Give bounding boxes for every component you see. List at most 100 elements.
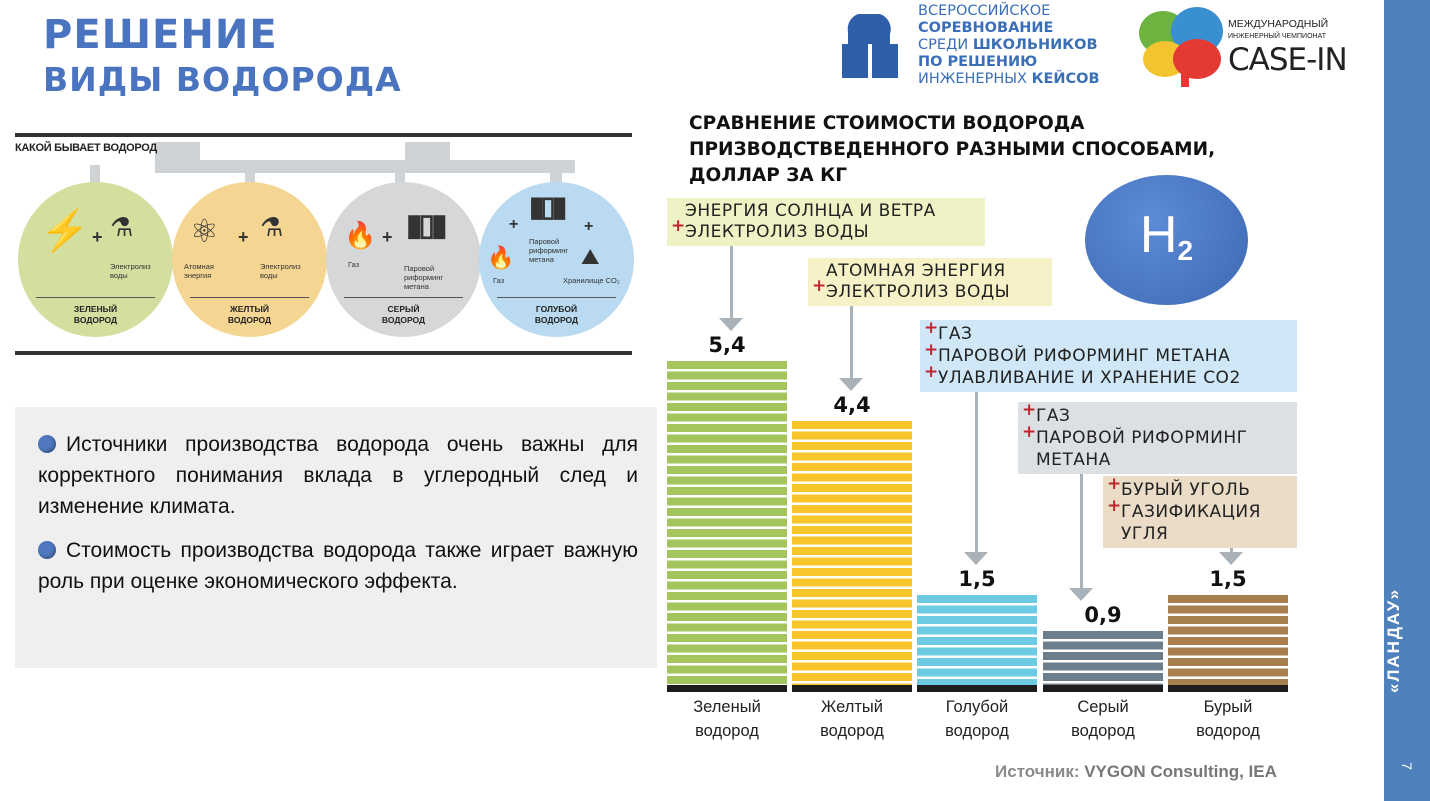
value-label: 0,9 xyxy=(1084,603,1122,627)
atom-icon: ⚛ xyxy=(190,213,219,249)
category-line: водород xyxy=(945,722,1009,740)
annotation-box: БУРЫЙ УГОЛЬГАЗИФИКАЦИЯУГЛЯ xyxy=(1103,473,1297,548)
category-line: водород xyxy=(1196,722,1260,740)
annotation-line: ГАЗИФИКАЦИЯ xyxy=(1107,495,1289,523)
type-name: СЕРЫЙ ВОДОРОД xyxy=(381,304,426,325)
category-line: водород xyxy=(820,722,884,740)
pipe-branch xyxy=(550,165,562,185)
pipe-branch xyxy=(395,165,405,185)
bar-2 xyxy=(917,595,1037,685)
bullet-icon xyxy=(38,541,56,559)
pipe xyxy=(155,160,575,173)
item-label: Атомная энергия xyxy=(184,262,214,280)
divider xyxy=(497,297,616,298)
infographic-top-rule xyxy=(15,133,632,137)
bullet-1: Источники производства водорода очень ва… xyxy=(38,433,638,518)
bar-0 xyxy=(667,361,787,685)
pipe-branch xyxy=(245,165,255,185)
down-arrow-icon xyxy=(1219,548,1243,565)
category-line: Желтый xyxy=(821,698,883,716)
grey-hydrogen-circle: 🔥 + ▮▯▮ Газ Паровой риформинг метана СЕР… xyxy=(326,182,481,337)
type-name: ЖЕЛТЫЙ ВОДОРОД xyxy=(227,304,272,325)
annotation-line: УГЛЯ xyxy=(1121,524,1169,544)
annotation-box: ГАЗПАРОВОЙ РИФОРМИНГ МЕТАНАУЛАВЛИВАНИЕ И… xyxy=(920,317,1297,392)
category-label: Желтый водород xyxy=(792,695,912,743)
bar-baseline xyxy=(667,685,787,692)
bar-3 xyxy=(1043,631,1163,685)
category-line: Голубой xyxy=(945,698,1009,716)
pipe-joint xyxy=(155,142,200,162)
annotation-line: ЭЛЕКТРОЛИЗ ВОДЫ xyxy=(812,276,1044,303)
rock-storage-icon: ⛰ xyxy=(581,244,600,269)
text-panel: Источники производства водорода очень ва… xyxy=(15,407,657,668)
category-label: Голубой водород xyxy=(917,695,1037,743)
side-bar xyxy=(1384,0,1430,801)
plus-icon: + xyxy=(92,227,103,247)
sidebar-label: «ЛАНДАУ» xyxy=(1384,587,1403,693)
slide-title: РЕШЕНИЕ xyxy=(43,12,278,58)
down-arrow-icon xyxy=(839,306,863,391)
pipe-joint xyxy=(405,142,450,162)
annotation-line: МЕТАНА xyxy=(1036,450,1111,470)
category-label: Бурый водород xyxy=(1168,695,1288,743)
category-line: водород xyxy=(1071,722,1135,740)
item-label: Хранилище CO₂ xyxy=(563,276,620,285)
annotation-line: БУРЫЙ УГОЛЬ xyxy=(1107,473,1289,501)
bar-baseline xyxy=(792,685,912,692)
refinery-icon: ▮▯▮ xyxy=(529,191,567,222)
annotation-line: УЛАВЛИВАНИЕ И ХРАНЕНИЕ CO2 xyxy=(924,361,1289,389)
pipe-branch xyxy=(90,165,100,185)
bar-4 xyxy=(1168,595,1288,685)
value-label: 4,4 xyxy=(833,393,871,417)
casein-line2: ИНЖЕНЕРНЫЙ ЧЕМПИОНАТ xyxy=(1228,33,1326,40)
plus-icon: + xyxy=(509,216,519,233)
divider xyxy=(36,297,155,298)
refinery-icon: ▮▯▮ xyxy=(406,209,447,242)
green-hydrogen-circle: ⚡ + ⚗ Электролиз воды ЗЕЛЕНЫЙ ВОДОРОД xyxy=(18,182,173,337)
category-line: Серый xyxy=(1077,698,1129,716)
annotation-line: ЭЛЕКТРОЛИЗ ВОДЫ xyxy=(671,216,977,243)
category-line: Зеленый xyxy=(693,698,761,716)
flame-icon: 🔥 xyxy=(487,245,515,270)
type-name: ЗЕЛЕНЫЙ ВОДОРОД xyxy=(73,304,118,325)
page-number: 7 xyxy=(1399,762,1415,770)
value-label: 5,4 xyxy=(708,333,746,357)
flame-icon: 🔥 xyxy=(344,220,377,250)
plus-icon: + xyxy=(238,227,249,247)
infographic-title: КАКОЙ БЫВАЕТ ВОДОРОД xyxy=(15,142,157,154)
annotation-line: ЭНЕРГИЯ СОЛНЦА И ВЕТРА xyxy=(685,201,936,221)
item-label: Газ xyxy=(348,260,360,269)
annotation-box: ЭНЕРГИЯ СОЛНЦА И ВЕТРАЭЛЕКТРОЛИЗ ВОДЫ xyxy=(667,198,985,246)
divider xyxy=(190,297,309,298)
annotation-line: ПАРОВОЙ РИФОРМИНГ МЕТАНА xyxy=(924,339,1289,367)
wind-turbine-icon: ⚡ xyxy=(40,209,90,253)
plus-icon: + xyxy=(382,227,393,247)
item-label: Газ xyxy=(493,276,505,285)
competition-logo-icon xyxy=(842,14,898,78)
divider xyxy=(344,297,463,298)
chart-title: СРАВНЕНИЕ СТОИМОСТИ ВОДОРОДА ПРИЗВОДСТВЕ… xyxy=(689,113,1216,186)
value-label: 1,5 xyxy=(958,567,996,591)
bar-1 xyxy=(792,421,912,685)
annotation-line: ГАЗ xyxy=(1022,399,1289,427)
h2-badge: H2 xyxy=(1085,175,1248,305)
category-line: Бурый xyxy=(1203,698,1253,716)
bar-baseline xyxy=(1043,685,1163,692)
casein-line1: МЕЖДУНАРОДНЫЙ xyxy=(1228,18,1329,30)
annotation-line: ПАРОВОЙ РИФОРМИНГ xyxy=(1022,421,1289,449)
bullet-2: Стоимость производства водорода также иг… xyxy=(38,539,638,593)
plus-icon: + xyxy=(584,218,594,235)
slide-subtitle: ВИДЫ ВОДОРОДА xyxy=(43,60,402,99)
bar-baseline xyxy=(917,685,1037,692)
casein-line3: CASE-IN xyxy=(1228,42,1348,78)
down-arrow-icon xyxy=(719,246,743,331)
item-label: Паровой риформинг метана xyxy=(529,237,569,264)
annotation-line: АТОМНАЯ ЭНЕРГИЯ xyxy=(826,261,1006,281)
yellow-hydrogen-circle: ⚛ + ⚗ Атомная энергия Электролиз воды ЖЕ… xyxy=(172,182,327,337)
item-label: Электролиз воды xyxy=(110,262,151,280)
category-label: Серый водород xyxy=(1043,695,1163,743)
electrolysis-icon: ⚗ xyxy=(260,212,284,242)
down-arrow-icon xyxy=(964,392,988,565)
